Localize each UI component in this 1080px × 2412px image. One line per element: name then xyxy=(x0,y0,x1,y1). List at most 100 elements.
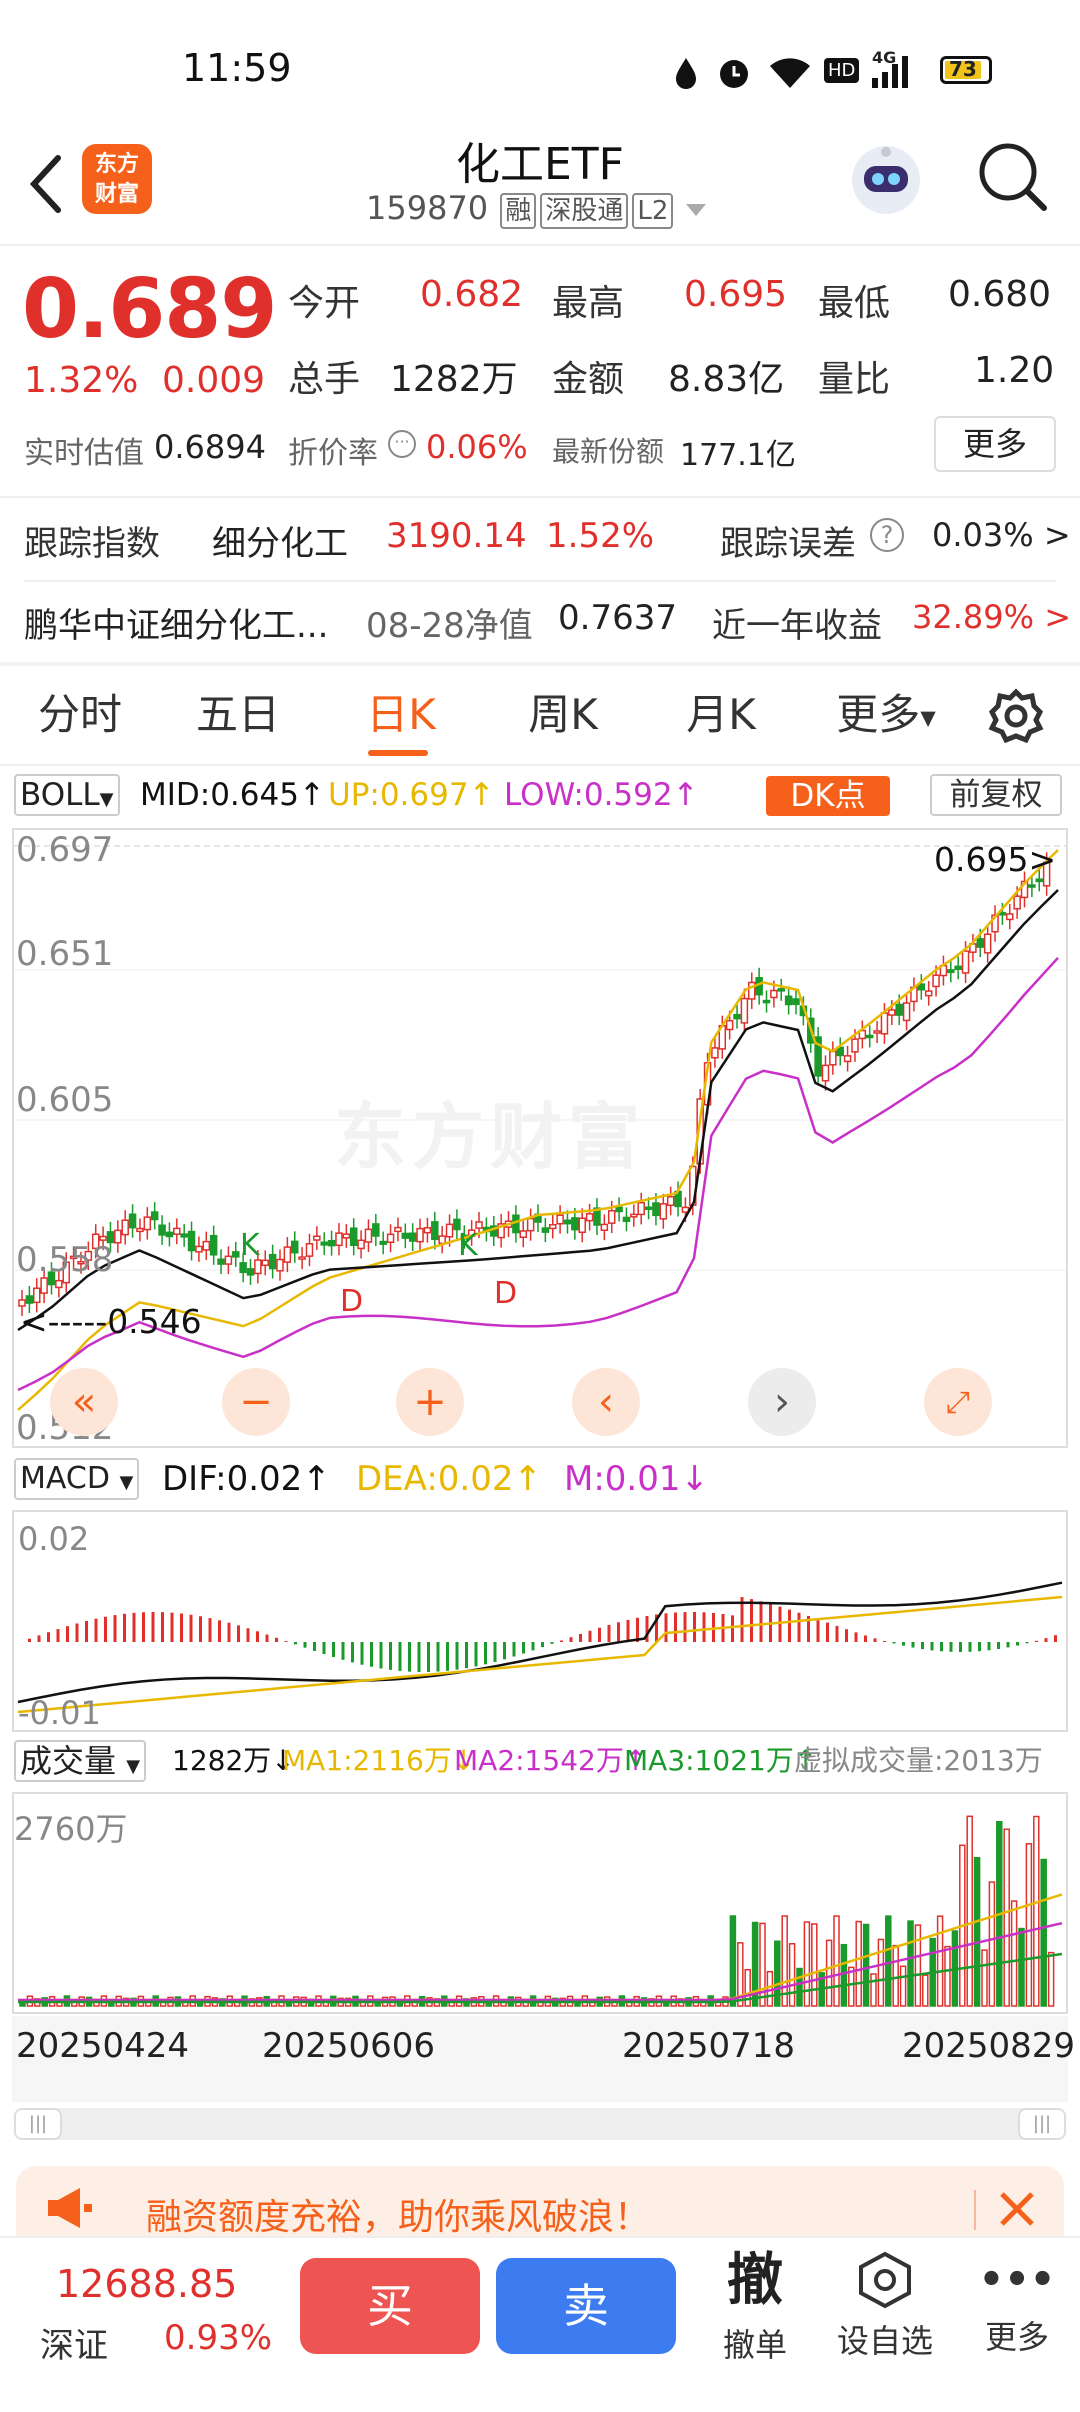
volume-bar xyxy=(936,1915,944,2007)
scroll-right-button[interactable]: › xyxy=(748,1368,816,1436)
volume-chart[interactable]: 2760万 xyxy=(12,1792,1068,2014)
candle-body xyxy=(571,1217,579,1231)
more-menu-button[interactable]: ••• 更多 xyxy=(962,2250,1072,2400)
virtual-volume: 虚拟成交量:2013万 xyxy=(794,1744,1043,1777)
candle-body xyxy=(298,1256,306,1260)
tag-l2: L2 xyxy=(632,193,674,229)
candle-body xyxy=(372,1223,380,1237)
fullscreen-button[interactable]: ⤢ xyxy=(924,1368,992,1436)
high-value: 0.695 xyxy=(684,274,788,315)
candle-body xyxy=(954,965,962,971)
candle-body xyxy=(585,1213,594,1222)
macd-chart[interactable]: 0.02 -0.01 xyxy=(12,1510,1068,1732)
sell-button[interactable]: 卖 xyxy=(496,2258,676,2354)
gear-icon[interactable] xyxy=(988,688,1044,744)
candle-body xyxy=(497,1223,505,1239)
stock-title: 化工ETF xyxy=(456,139,624,190)
macd-y-bottom: -0.01 xyxy=(18,1694,101,1732)
volume-bar xyxy=(1025,1843,1033,2007)
boll-up-line xyxy=(17,849,1059,1411)
candle-body xyxy=(290,1240,299,1254)
macd-indicator-select[interactable]: MACD ▼ xyxy=(14,1458,140,1500)
scroll-left-button[interactable]: ‹ xyxy=(572,1368,640,1436)
candle-body xyxy=(165,1231,174,1238)
candle-body xyxy=(305,1243,314,1257)
scroll-left-fast-button[interactable]: « xyxy=(50,1368,118,1436)
tab-more[interactable]: 更多▼ xyxy=(826,670,946,760)
candle-body xyxy=(652,1202,660,1217)
candle-body xyxy=(873,1030,881,1034)
buy-button[interactable]: 买 xyxy=(300,2258,480,2354)
boll-indicator-select[interactable]: BOLL▼ xyxy=(14,774,120,816)
battery-icon: 73 xyxy=(940,56,992,84)
share-value: 177.1亿 xyxy=(680,438,796,473)
volume-bar xyxy=(1033,1815,1040,2007)
cancel-order-button[interactable]: 撤 撤单 xyxy=(700,2246,810,2396)
search-icon[interactable] xyxy=(976,140,1050,214)
help-icon[interactable]: ? xyxy=(870,518,904,552)
volume-select-arrow-icon: ▼ xyxy=(126,1756,141,1777)
candle-body xyxy=(143,1216,152,1231)
tab-intraday[interactable]: 分时 xyxy=(37,690,122,739)
tracking-index-value: 3190.14 xyxy=(386,516,527,556)
candle-body xyxy=(18,1299,26,1307)
signal-icon xyxy=(870,52,914,94)
back-button[interactable] xyxy=(22,148,72,218)
zoom-out-button[interactable]: − xyxy=(222,1368,290,1436)
range-slider[interactable]: ||| ||| xyxy=(14,2108,1066,2140)
tab-monthly-k[interactable]: 月K xyxy=(686,690,756,739)
candle-body xyxy=(600,1223,609,1231)
dk-point-button[interactable]: DK点 xyxy=(766,776,890,816)
kline-chart[interactable]: 东方财富 0.697 0.651 0.605 0.558 0.512 0.695… xyxy=(12,828,1068,1448)
candle-body xyxy=(475,1221,483,1229)
volume-bar xyxy=(914,1924,922,2007)
candle-body xyxy=(438,1235,446,1245)
add-watchlist-button[interactable]: 设自选 xyxy=(830,2250,940,2400)
volume-bar xyxy=(848,1966,855,2007)
nav-value: 0.7637 xyxy=(558,598,677,638)
tracking-row[interactable]: 跟踪指数 细分化工 3190.14 1.52% 跟踪误差 ? 0.03% > xyxy=(0,498,1080,582)
open-label: 今开 xyxy=(288,283,361,324)
tab-weekly-k[interactable]: 周K xyxy=(528,690,598,739)
volume-bar xyxy=(907,1920,914,2007)
date-label-2: 20250606 xyxy=(262,2026,436,2066)
volume-indicator-select[interactable]: 成交量 ▼ xyxy=(14,1740,147,1782)
candle-body xyxy=(821,1064,830,1082)
macd-m: M:0.01↓ xyxy=(564,1459,709,1499)
candle-body xyxy=(733,1013,741,1020)
date-label-4: 20250829 xyxy=(902,2026,1076,2066)
tab-more-triangle-icon: ▼ xyxy=(920,705,936,730)
app-logo[interactable]: 东方 财富 xyxy=(82,144,152,214)
candle-body xyxy=(217,1258,225,1265)
tag-margin: 融 xyxy=(500,193,537,229)
candle-body xyxy=(55,1279,63,1289)
candle-body xyxy=(224,1255,233,1265)
candle-body xyxy=(40,1277,48,1294)
volume-canvas xyxy=(18,1815,1063,2007)
logo-text-bottom: 财富 xyxy=(94,182,139,207)
stock-subtitle[interactable]: 159870 融深股通 L2 xyxy=(366,188,706,229)
boll-select-arrow-icon: ▼ xyxy=(99,789,114,810)
info-dots-icon[interactable]: ··· xyxy=(388,430,416,458)
robot-assistant-icon[interactable] xyxy=(846,140,926,220)
candle-body xyxy=(408,1232,417,1242)
volume-bar xyxy=(833,1915,840,2007)
hexagon-icon xyxy=(855,2250,915,2314)
candle-body xyxy=(128,1213,137,1229)
close-icon[interactable] xyxy=(994,2186,1040,2236)
candle-body xyxy=(261,1259,270,1267)
candle-body xyxy=(895,1003,903,1016)
zoom-in-button[interactable]: + xyxy=(396,1368,464,1436)
more-button[interactable]: 更多 xyxy=(934,416,1056,472)
fund-row[interactable]: 鹏华中证细分化工... 08-28净值 0.7637 近一年收益 32.89% … xyxy=(0,582,1080,664)
candle-body xyxy=(276,1258,284,1272)
adjust-fq-button[interactable]: 前复权 xyxy=(930,774,1062,816)
tab-daily-k[interactable]: 日K xyxy=(366,690,436,739)
share-label: 最新份额 xyxy=(552,435,665,468)
volume-bar xyxy=(988,1881,996,2007)
boll-low: LOW:0.592↑ xyxy=(504,777,699,813)
tab-five-day[interactable]: 五日 xyxy=(195,690,280,739)
water-drop-icon xyxy=(672,56,700,90)
range-handle-left[interactable]: ||| xyxy=(14,2108,62,2140)
range-handle-right[interactable]: ||| xyxy=(1018,2108,1066,2140)
